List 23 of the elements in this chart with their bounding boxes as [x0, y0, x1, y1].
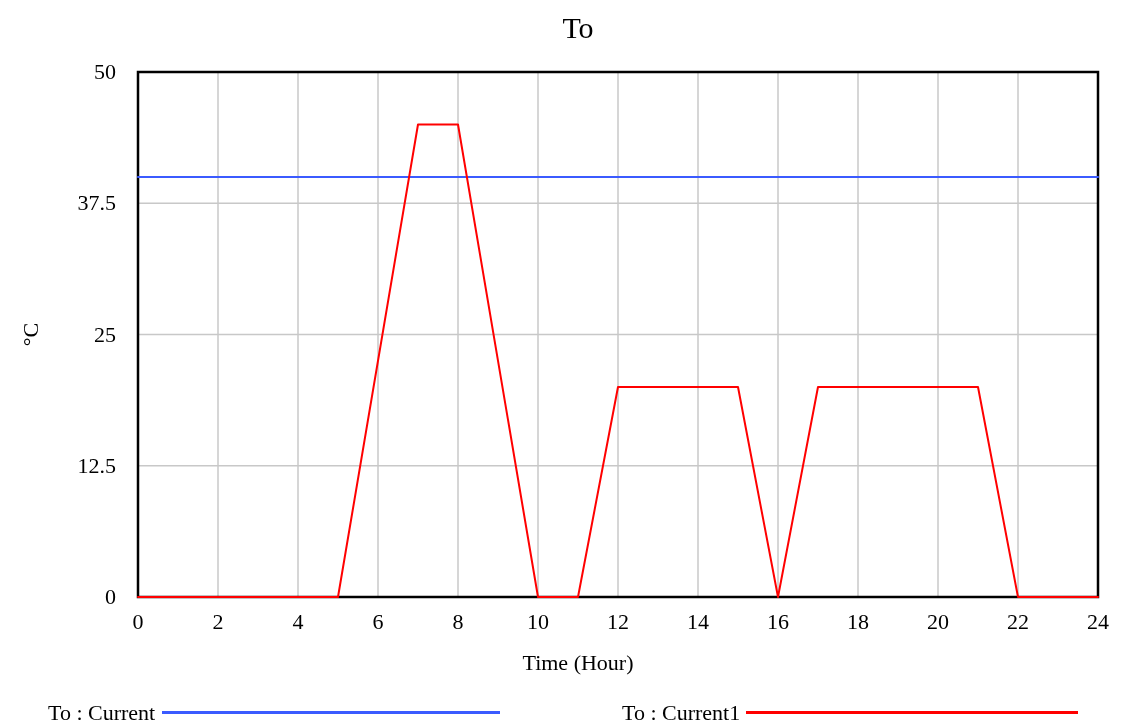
x-tick-label: 24: [1087, 609, 1109, 634]
x-tick-label: 2: [212, 609, 224, 634]
x-tick-label: 6: [372, 609, 384, 634]
x-tick-label: 22: [1007, 609, 1029, 634]
y-tick-label: 12.5: [77, 452, 116, 478]
y-axis-title: °C: [18, 322, 43, 347]
legend-label: To : Current1: [622, 700, 741, 725]
chart-title: To: [562, 11, 594, 44]
legend-label: To : Current: [48, 700, 156, 725]
y-tick-label: 37.5: [77, 190, 116, 216]
x-tick-label: 14: [687, 609, 709, 634]
y-tick-label: 0: [105, 584, 116, 609]
x-axis-title: Time (Hour): [522, 650, 634, 675]
y-tick-label: 50: [94, 59, 116, 84]
x-tick-label: 16: [767, 609, 789, 634]
y-tick-label: 25: [94, 321, 116, 347]
x-tick-label: 0: [132, 609, 144, 634]
x-tick-label: 4: [292, 609, 304, 634]
x-tick-label: 20: [927, 609, 949, 634]
x-tick-label: 10: [527, 609, 549, 634]
x-tick-label: 8: [452, 609, 464, 634]
x-tick-label: 18: [847, 609, 869, 634]
x-tick-label: 12: [607, 609, 629, 634]
